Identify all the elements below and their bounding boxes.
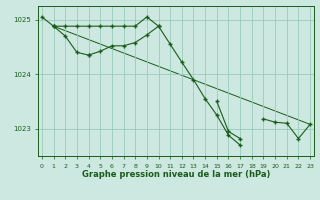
X-axis label: Graphe pression niveau de la mer (hPa): Graphe pression niveau de la mer (hPa) (82, 170, 270, 179)
